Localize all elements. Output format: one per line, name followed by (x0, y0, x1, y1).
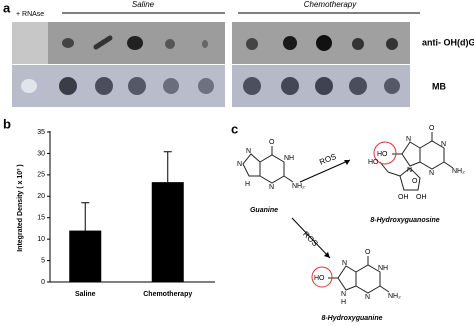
atom: N (341, 291, 346, 298)
atom: NH₂ (388, 293, 401, 300)
group-label: Chemotherapy (304, 0, 357, 9)
arrow (291, 217, 331, 259)
y-tick-label: 15 (37, 215, 45, 222)
bar (151, 182, 184, 282)
x-tick-label: Chemotherapy (143, 291, 192, 298)
atom: O (429, 125, 435, 132)
control-label: + RNAse (16, 11, 44, 18)
arrow (299, 159, 351, 183)
y-tick-label: 35 (37, 129, 45, 136)
atom: H (341, 299, 346, 306)
atom: N (237, 161, 242, 168)
atom: N (269, 184, 274, 191)
highlight-circle (311, 266, 333, 288)
compound-name: 8-Hydroxyguanosine (370, 217, 439, 224)
atom: NH₂ (292, 183, 305, 190)
panel-label: a (3, 0, 11, 15)
atom: O (412, 178, 418, 185)
reaction-label: ROS (301, 230, 320, 249)
y-tick-label: 0 (41, 279, 45, 286)
arrowhead (324, 252, 330, 258)
hydroxyguanine-structure (328, 256, 390, 294)
compound-name: Guanine (250, 207, 278, 214)
y-tick-label: 30 (37, 150, 45, 157)
atom: N (429, 170, 434, 177)
atom: N (246, 148, 251, 155)
atom: HO (368, 159, 379, 166)
atom: N (406, 136, 411, 143)
y-tick-label: 20 (37, 193, 45, 200)
y-tick-label: 25 (37, 172, 45, 179)
atom: O (269, 139, 275, 146)
reaction-label: ROS (318, 152, 337, 167)
y-tick-label: 5 (41, 257, 45, 264)
guanine-structure (242, 146, 294, 184)
atom: NH₂ (452, 168, 465, 175)
error-bar (81, 202, 90, 231)
compound-name: 8-Hydroxyguanine (321, 315, 382, 322)
atom: HO (314, 275, 325, 282)
panel-label: b (3, 116, 11, 131)
atom: H (245, 181, 250, 188)
atom: NH (284, 155, 294, 162)
y-axis-label: Integrated Density ( x 10³ ) (17, 164, 24, 252)
x-tick-label: Saline (75, 291, 96, 298)
atom: HO (377, 151, 388, 158)
atom: N (407, 167, 412, 174)
atom: N (365, 294, 370, 301)
row-label: MB (432, 81, 446, 91)
group-label: Saline (132, 0, 155, 9)
highlight-circle (373, 141, 397, 165)
bar (69, 230, 102, 282)
blot (12, 22, 410, 107)
atom: OH (398, 194, 409, 201)
y-tick-label: 10 (37, 236, 45, 243)
panel-label: c (231, 121, 238, 136)
row-label: anti- OH(d)G (422, 37, 474, 47)
hydroxyguanosine-structure (379, 132, 454, 191)
arrowhead (344, 160, 350, 165)
atom: N (441, 141, 446, 148)
bar-chart: 0 5 10 15 20 25 30 35 Saline Chemotherapy (37, 129, 192, 298)
atom: NH (378, 265, 388, 272)
atom: OH (416, 194, 427, 201)
error-bar (163, 151, 172, 183)
atom: N (342, 260, 347, 267)
atom: O (365, 249, 371, 256)
